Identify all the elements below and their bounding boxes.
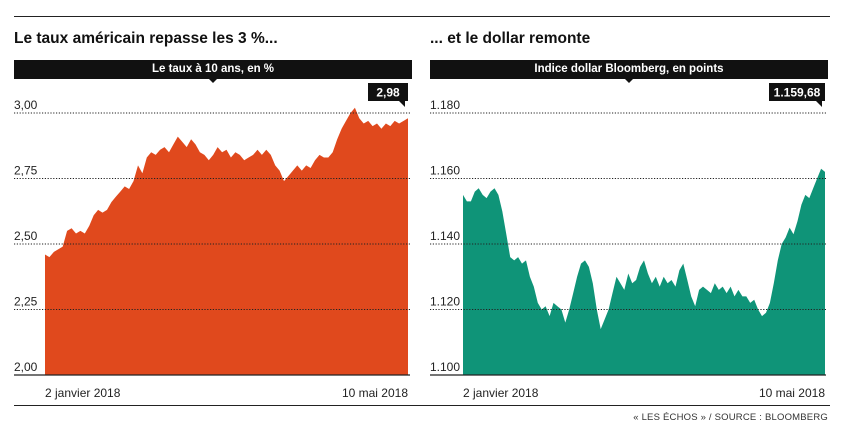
x-end-label: 10 mai 2018 xyxy=(342,386,408,400)
source-note: « LES ÉCHOS » / SOURCE : BLOOMBERG xyxy=(633,412,828,423)
area-series xyxy=(463,168,825,375)
y-tick-label: 2,50 xyxy=(14,229,38,243)
last-value-label: 2,98 xyxy=(376,86,400,100)
banner-pointer-icon xyxy=(209,79,217,83)
banner-pointer-icon xyxy=(625,79,633,83)
last-value-callout xyxy=(769,83,825,101)
right-chart-heading: ... et le dollar remonte xyxy=(430,30,591,47)
left-chart-heading: Le taux américain repasse les 3 %... xyxy=(14,30,278,47)
callout-pointer-icon xyxy=(816,101,822,107)
bottom-rule xyxy=(14,405,830,406)
y-tick-label: 1.100 xyxy=(430,360,460,374)
y-tick-label: 1.140 xyxy=(430,229,460,243)
x-end-label: 10 mai 2018 xyxy=(759,386,825,400)
left-chart-subtitle: Le taux à 10 ans, en % xyxy=(151,63,275,75)
last-value-callout xyxy=(368,83,408,101)
right-chart-subtitle: Indice dollar Bloomberg, en points xyxy=(534,63,724,75)
y-tick-label: 1.120 xyxy=(430,295,460,309)
right-chart-subtitle-banner: Indice dollar Bloomberg, en points xyxy=(430,60,828,83)
area-series xyxy=(45,107,408,376)
y-tick-label: 1.160 xyxy=(430,164,460,178)
x-start-label: 2 janvier 2018 xyxy=(463,386,539,400)
left-chart-subtitle-banner: Le taux à 10 ans, en % xyxy=(14,60,412,83)
y-tick-label: 2,75 xyxy=(14,164,38,178)
last-value-label: 1.159,68 xyxy=(774,86,821,100)
top-rule xyxy=(14,16,830,17)
callout-pointer-icon xyxy=(399,101,405,107)
y-tick-label: 3,00 xyxy=(14,98,38,112)
y-tick-label: 2,25 xyxy=(14,295,38,309)
y-tick-label: 1.180 xyxy=(430,98,460,112)
y-tick-label: 2,00 xyxy=(14,360,38,374)
x-start-label: 2 janvier 2018 xyxy=(45,386,121,400)
